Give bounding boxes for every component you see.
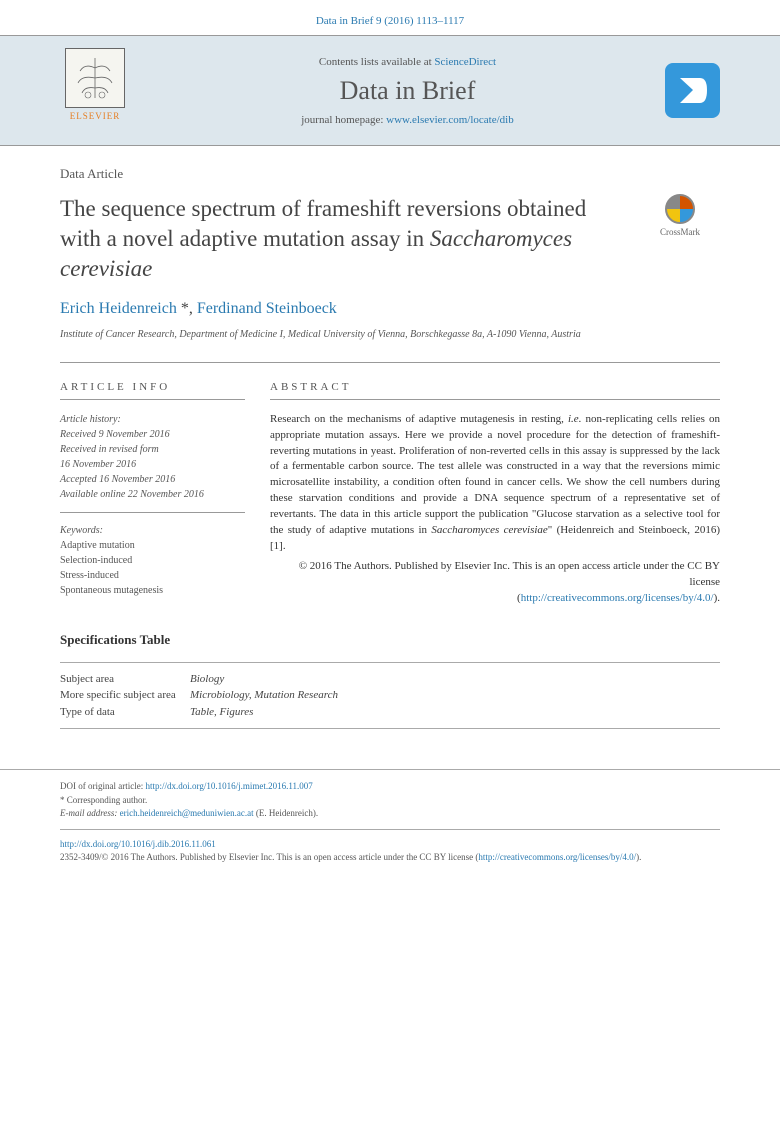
spec-key: Type of data	[60, 704, 190, 721]
original-doi-link[interactable]: http://dx.doi.org/10.1016/j.mimet.2016.1…	[145, 781, 312, 791]
crossmark-label: CrossMark	[660, 227, 700, 237]
article-type: Data Article	[60, 166, 720, 182]
authors-line: Erich Heidenreich *, Ferdinand Steinboec…	[60, 300, 720, 318]
email-label: E-mail address:	[60, 808, 120, 818]
spec-key: Subject area	[60, 671, 190, 688]
specifications-table: Subject area Biology More specific subje…	[60, 662, 720, 730]
issn-text: 2352-3409/© 2016 The Authors. Published …	[60, 852, 473, 862]
article-info-heading: ARTICLE INFO	[60, 381, 245, 400]
affiliation: Institute of Cancer Research, Department…	[60, 328, 720, 342]
keywords-block: Keywords: Adaptive mutation Selection-in…	[60, 523, 245, 598]
crossmark-badge[interactable]: CrossMark	[640, 194, 720, 237]
original-doi-line: DOI of original article: http://dx.doi.o…	[60, 780, 720, 794]
article-doi-link[interactable]: http://dx.doi.org/10.1016/j.dib.2016.11.…	[60, 839, 216, 849]
title-row: The sequence spectrum of frameshift reve…	[60, 194, 720, 300]
spec-val: Table, Figures	[190, 704, 253, 721]
author-2: Ferdinand Steinboeck	[197, 300, 337, 317]
copyright-text: © 2016 The Authors. Published by Elsevie…	[299, 560, 720, 588]
keyword: Spontaneous mutagenesis	[60, 583, 245, 598]
sciencedirect-link[interactable]: ScienceDirect	[434, 56, 496, 68]
spec-row: Type of data Table, Figures	[60, 704, 720, 721]
dib-logo-icon	[665, 63, 720, 118]
email-line: E-mail address: erich.heidenreich@meduni…	[60, 807, 720, 821]
journal-name: Data in Brief	[150, 76, 665, 106]
history-label: Article history:	[60, 412, 245, 427]
keyword: Adaptive mutation	[60, 538, 245, 553]
history-line: Accepted 16 November 2016	[60, 472, 245, 487]
homepage-line: journal homepage: www.elsevier.com/locat…	[150, 114, 665, 126]
copyright-block: © 2016 The Authors. Published by Elsevie…	[270, 559, 720, 607]
history-line: Available online 22 November 2016	[60, 487, 245, 502]
homepage-prefix: journal homepage:	[301, 114, 386, 126]
article-history: Article history: Received 9 November 201…	[60, 412, 245, 513]
elsevier-tree-icon	[65, 48, 125, 108]
footer-separator	[60, 829, 720, 830]
contents-line: Contents lists available at ScienceDirec…	[150, 56, 665, 68]
journal-banner: ELSEVIER Contents lists available at Sci…	[0, 35, 780, 146]
keyword: Selection-induced	[60, 553, 245, 568]
author-email-link[interactable]: erich.heidenreich@meduniwien.ac.at	[120, 808, 254, 818]
crossmark-icon	[665, 194, 695, 224]
article-content: Data Article The sequence spectrum of fr…	[0, 146, 780, 749]
keywords-label: Keywords:	[60, 523, 245, 538]
spec-row: More specific subject area Microbiology,…	[60, 687, 720, 704]
banner-center: Contents lists available at ScienceDirec…	[150, 56, 665, 126]
spec-row: Subject area Biology	[60, 671, 720, 688]
spec-key: More specific subject area	[60, 687, 190, 704]
publisher-name: ELSEVIER	[70, 111, 121, 121]
keyword: Stress-induced	[60, 568, 245, 583]
homepage-link[interactable]: www.elsevier.com/locate/dib	[386, 114, 514, 126]
info-abstract-row: ARTICLE INFO Article history: Received 9…	[60, 362, 720, 607]
page-footer: DOI of original article: http://dx.doi.o…	[0, 769, 780, 885]
specifications-heading: Specifications Table	[60, 632, 720, 648]
abstract-column: ABSTRACT Research on the mechanisms of a…	[270, 381, 720, 607]
corresponding-author-note: * Corresponding author.	[60, 794, 720, 808]
journal-reference: Data in Brief 9 (2016) 1113–1117	[0, 0, 780, 35]
contents-prefix: Contents lists available at	[319, 56, 434, 68]
spec-val: Microbiology, Mutation Research	[190, 687, 338, 704]
history-line: 16 November 2016	[60, 457, 245, 472]
history-line: Received in revised form	[60, 442, 245, 457]
history-line: Received 9 November 2016	[60, 427, 245, 442]
abstract-text: Research on the mechanisms of adaptive m…	[270, 412, 720, 555]
author-1: Erich Heidenreich	[60, 300, 177, 317]
article-title: The sequence spectrum of frameshift reve…	[60, 194, 630, 284]
footer-license-link[interactable]: http://creativecommons.org/licenses/by/4…	[478, 852, 636, 862]
elsevier-logo: ELSEVIER	[60, 48, 130, 133]
issn-copyright-line: 2352-3409/© 2016 The Authors. Published …	[60, 851, 720, 865]
license-link[interactable]: http://creativecommons.org/licenses/by/4…	[521, 592, 714, 604]
email-suffix: (E. Heidenreich).	[254, 808, 318, 818]
spec-val: Biology	[190, 671, 224, 688]
doi-label: DOI of original article:	[60, 781, 145, 791]
article-info-column: ARTICLE INFO Article history: Received 9…	[60, 381, 270, 607]
abstract-heading: ABSTRACT	[270, 381, 720, 400]
